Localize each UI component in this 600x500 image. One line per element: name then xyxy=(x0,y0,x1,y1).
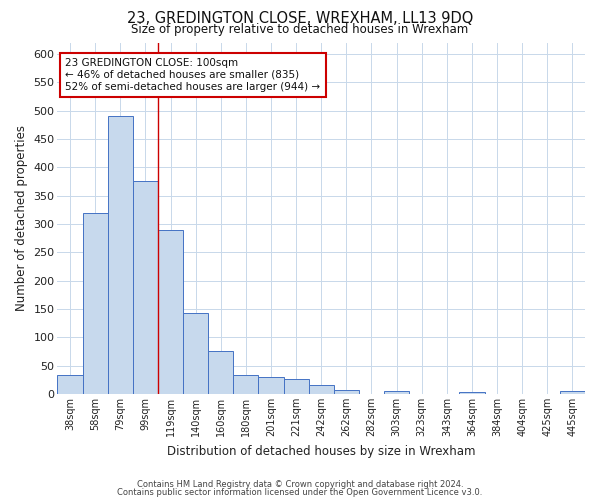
Bar xyxy=(259,377,284,394)
Bar xyxy=(83,212,108,394)
Bar xyxy=(334,390,359,394)
Text: 23, GREDINGTON CLOSE, WREXHAM, LL13 9DQ: 23, GREDINGTON CLOSE, WREXHAM, LL13 9DQ xyxy=(127,11,473,26)
Bar xyxy=(208,352,233,394)
Text: Size of property relative to detached houses in Wrexham: Size of property relative to detached ho… xyxy=(131,22,469,36)
Text: Contains public sector information licensed under the Open Government Licence v3: Contains public sector information licen… xyxy=(118,488,482,497)
Bar xyxy=(133,182,158,394)
Text: 23 GREDINGTON CLOSE: 100sqm
← 46% of detached houses are smaller (835)
52% of se: 23 GREDINGTON CLOSE: 100sqm ← 46% of det… xyxy=(65,58,320,92)
Bar xyxy=(384,391,409,394)
Bar xyxy=(158,230,183,394)
Y-axis label: Number of detached properties: Number of detached properties xyxy=(15,126,28,312)
Bar xyxy=(233,376,259,394)
Bar xyxy=(308,385,334,394)
Text: Contains HM Land Registry data © Crown copyright and database right 2024.: Contains HM Land Registry data © Crown c… xyxy=(137,480,463,489)
Bar xyxy=(108,116,133,394)
Bar xyxy=(183,313,208,394)
Bar xyxy=(58,376,83,394)
Bar xyxy=(460,392,485,394)
Bar xyxy=(284,378,308,394)
Bar xyxy=(560,391,585,394)
X-axis label: Distribution of detached houses by size in Wrexham: Distribution of detached houses by size … xyxy=(167,444,475,458)
